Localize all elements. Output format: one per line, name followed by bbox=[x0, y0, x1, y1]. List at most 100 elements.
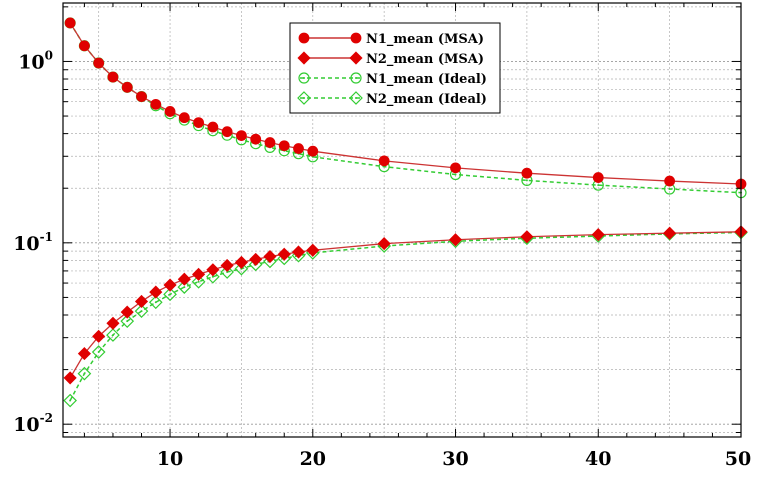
legend-marker bbox=[350, 72, 362, 84]
legend-entry: N2_mean (Ideal) bbox=[297, 91, 487, 107]
data-point bbox=[206, 263, 220, 277]
data-point bbox=[150, 98, 162, 110]
legend-marker-center bbox=[303, 97, 305, 99]
data-point bbox=[220, 265, 234, 279]
legend-marker bbox=[350, 32, 362, 44]
data-point bbox=[206, 269, 220, 284]
y-tick-mantissa: 10 bbox=[18, 51, 44, 73]
data-point bbox=[92, 329, 106, 343]
y-tick-exponent: 0 bbox=[45, 48, 53, 62]
x-tick-label: 30 bbox=[442, 448, 468, 470]
data-point bbox=[107, 71, 119, 83]
data-point bbox=[120, 305, 134, 319]
legend-entry: N2_mean (MSA) bbox=[297, 51, 484, 67]
data-point-center bbox=[97, 351, 100, 354]
data-point-center bbox=[211, 275, 214, 278]
legend-marker bbox=[349, 51, 363, 65]
legend-marker bbox=[297, 91, 311, 105]
data-point bbox=[263, 254, 277, 269]
data-point-center bbox=[69, 399, 72, 402]
data-point bbox=[63, 393, 77, 408]
data-point-center bbox=[226, 271, 229, 274]
data-point bbox=[77, 347, 91, 361]
series-line bbox=[69, 231, 742, 379]
legend-marker bbox=[349, 91, 363, 105]
data-point-center bbox=[83, 372, 86, 375]
data-point bbox=[207, 121, 219, 133]
data-point-center bbox=[597, 184, 600, 187]
y-tick-label: 10-1 bbox=[13, 230, 53, 255]
data-point bbox=[148, 295, 163, 310]
y-tick-label: 10-2 bbox=[13, 411, 53, 436]
data-point bbox=[591, 228, 605, 242]
data-point-center bbox=[140, 310, 143, 313]
data-point bbox=[234, 261, 249, 276]
data-point bbox=[450, 162, 461, 174]
legend-label: N2_mean (MSA) bbox=[366, 52, 484, 67]
legend-entry: N1_mean (Ideal) bbox=[298, 72, 487, 87]
data-point bbox=[121, 81, 133, 93]
data-point bbox=[236, 130, 247, 142]
data-point bbox=[306, 243, 320, 257]
x-tick-label: 20 bbox=[300, 448, 326, 470]
legend-marker bbox=[298, 72, 310, 84]
data-point bbox=[164, 106, 176, 117]
data-point bbox=[178, 112, 190, 124]
data-point-center bbox=[169, 293, 172, 296]
data-point-center bbox=[197, 280, 200, 283]
data-point-center bbox=[183, 286, 186, 289]
series-line bbox=[69, 22, 742, 194]
data-point bbox=[177, 272, 191, 286]
legend-label: N1_mean (Ideal) bbox=[366, 72, 487, 87]
data-point bbox=[448, 233, 463, 247]
data-point bbox=[378, 155, 390, 167]
data-point bbox=[249, 252, 263, 266]
data-point bbox=[277, 247, 291, 261]
data-point bbox=[63, 371, 77, 385]
x-tick-label: 50 bbox=[725, 448, 751, 470]
data-point bbox=[106, 316, 120, 330]
legend: N1_mean (MSA) N2_mean (MSA) N1_mean (Ideal… bbox=[289, 22, 501, 114]
data-point bbox=[520, 230, 534, 244]
data-point-center bbox=[668, 188, 671, 191]
data-point bbox=[77, 366, 92, 381]
y-tick-label: 100 bbox=[18, 48, 53, 73]
data-point bbox=[134, 294, 149, 309]
x-tick-label: 40 bbox=[585, 448, 611, 470]
data-point bbox=[134, 304, 149, 319]
data-point bbox=[191, 274, 206, 289]
data-point bbox=[263, 249, 277, 264]
legend-marker-center bbox=[355, 97, 357, 99]
data-point-center bbox=[126, 320, 129, 323]
series-n2-mean-ideal- bbox=[63, 225, 748, 408]
data-point bbox=[149, 285, 163, 299]
data-point bbox=[521, 167, 533, 179]
data-point-center bbox=[525, 179, 528, 182]
legend-entry: N1_mean (MSA) bbox=[298, 32, 484, 47]
data-point bbox=[192, 267, 206, 281]
y-tick-mantissa: 10 bbox=[13, 233, 39, 255]
data-point bbox=[592, 172, 604, 183]
legend-marker-center bbox=[303, 77, 305, 79]
data-point bbox=[248, 257, 263, 272]
series-line bbox=[69, 231, 742, 401]
data-point bbox=[221, 126, 233, 138]
data-point bbox=[664, 175, 676, 187]
data-point bbox=[307, 145, 319, 157]
data-point bbox=[93, 57, 105, 69]
data-point bbox=[163, 287, 177, 302]
legend-label: N1_mean (MSA) bbox=[366, 32, 484, 47]
data-point bbox=[663, 226, 677, 240]
legend-label: N2_mean (Ideal) bbox=[366, 92, 487, 107]
data-point bbox=[234, 255, 248, 269]
legend-marker bbox=[298, 32, 310, 44]
x-tick-label: 10 bbox=[157, 448, 183, 470]
data-point bbox=[91, 345, 106, 359]
data-point bbox=[193, 117, 205, 129]
data-point bbox=[264, 137, 276, 148]
data-point bbox=[64, 17, 76, 29]
data-point bbox=[291, 245, 306, 259]
